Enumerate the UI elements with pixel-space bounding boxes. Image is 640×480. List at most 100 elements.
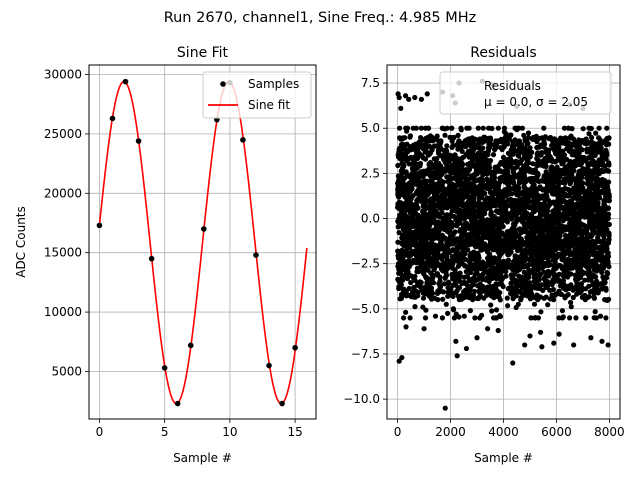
residual-outlier-point — [424, 91, 430, 97]
residual-point — [551, 271, 558, 277]
residual-point — [606, 168, 612, 174]
residual-point — [497, 313, 504, 320]
residual-point — [549, 282, 555, 288]
residual-point — [568, 299, 574, 306]
residual-point — [516, 153, 522, 159]
residual-point — [532, 315, 539, 321]
residual-point — [467, 308, 473, 314]
residual-point — [531, 301, 538, 307]
residual-point — [447, 192, 453, 198]
residual-point — [453, 200, 459, 206]
residual-point — [472, 263, 478, 269]
residual-point — [594, 175, 600, 181]
residual-point — [426, 259, 432, 265]
residual-point — [492, 231, 498, 237]
residual-point — [512, 253, 519, 259]
residual-point — [537, 221, 543, 227]
residual-point — [573, 248, 579, 254]
residual-point — [454, 176, 460, 182]
residual-point — [606, 162, 612, 168]
residual-point — [504, 173, 510, 179]
residual-point — [489, 274, 495, 280]
residual-point — [455, 263, 461, 269]
residual-point — [447, 237, 453, 244]
residual-point — [495, 272, 501, 278]
residual-point — [461, 232, 467, 238]
sample-point — [109, 115, 116, 122]
residual-point — [480, 125, 486, 131]
legend-samples-marker — [220, 81, 226, 87]
residual-point — [519, 238, 525, 244]
residual-point — [450, 135, 457, 141]
residual-point — [397, 156, 403, 162]
residual-point — [407, 229, 414, 235]
sample-point — [292, 344, 298, 351]
residual-point — [530, 167, 537, 174]
residual-point — [399, 293, 405, 299]
residual-point — [585, 272, 591, 278]
residual-point — [596, 231, 602, 237]
residual-point — [551, 267, 557, 273]
residual-point — [448, 156, 454, 162]
residual-point — [515, 234, 522, 240]
residual-point — [504, 219, 510, 225]
residual-point — [560, 136, 566, 142]
residual-point — [580, 258, 587, 264]
residual-point — [460, 161, 466, 167]
residual-point — [462, 262, 468, 269]
residual-point — [541, 138, 547, 145]
residual-point — [486, 254, 492, 260]
residual-point — [526, 236, 532, 242]
residual-point — [561, 179, 567, 185]
residual-point — [488, 178, 494, 184]
x-tick-label: 5 — [161, 425, 169, 439]
residual-point — [524, 141, 530, 147]
residual-point — [473, 232, 479, 238]
residual-point — [506, 190, 512, 196]
residual-point — [600, 168, 606, 175]
residual-point — [447, 233, 453, 239]
residual-point — [518, 261, 524, 267]
residual-point — [521, 163, 527, 169]
residual-point — [515, 172, 521, 178]
residual-point — [446, 280, 452, 286]
residual-point — [546, 135, 552, 142]
residual-point — [538, 217, 544, 223]
sample-point — [174, 400, 181, 407]
residual-point — [560, 186, 566, 192]
residual-point — [400, 226, 406, 233]
y-tick-label: 2.5 — [361, 166, 380, 180]
residual-point — [488, 293, 495, 299]
residual-point — [517, 289, 523, 295]
residual-point — [515, 266, 522, 272]
residual-point — [445, 186, 451, 192]
residual-point — [415, 242, 421, 248]
residual-point — [514, 261, 520, 267]
residual-point — [444, 143, 450, 149]
residual-point — [429, 165, 435, 171]
residual-point — [434, 171, 440, 177]
residual-point — [510, 296, 516, 302]
residual-point — [437, 141, 443, 147]
residual-point — [471, 183, 477, 189]
residual-point — [572, 149, 578, 155]
residual-point — [439, 215, 446, 221]
residual-point — [490, 224, 496, 230]
residual-point — [419, 152, 425, 159]
residual-point — [403, 269, 409, 275]
residual-point — [529, 185, 535, 191]
residual-point — [554, 141, 561, 147]
residual-point — [602, 151, 608, 157]
residual-point — [460, 141, 466, 147]
residual-point — [484, 185, 490, 192]
residual-point — [420, 304, 426, 310]
residual-point — [430, 261, 436, 268]
residual-point — [396, 278, 402, 284]
residual-point — [520, 199, 527, 205]
residual-point — [572, 252, 579, 258]
residual-point — [451, 315, 457, 321]
residual-point — [589, 134, 595, 141]
residual-point — [420, 295, 427, 301]
residual-point — [528, 225, 534, 231]
residual-point — [415, 293, 421, 299]
